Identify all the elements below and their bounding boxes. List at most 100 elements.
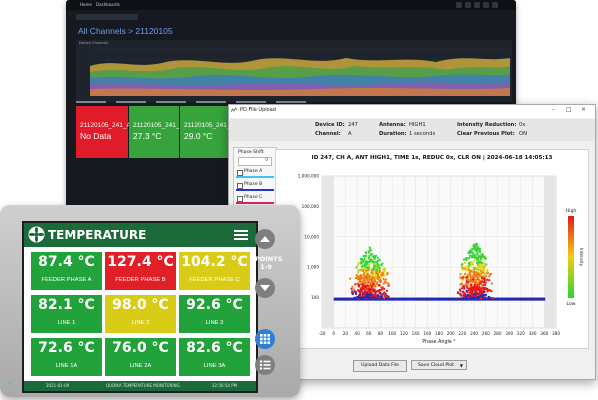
save-cloud-plot-button[interactable]: Save Cloud Plot ▼	[411, 360, 467, 370]
data-point	[378, 296, 381, 299]
data-point	[466, 265, 469, 268]
data-point	[482, 280, 485, 283]
data-point	[427, 297, 430, 301]
data-point	[469, 275, 472, 278]
data-point	[486, 278, 489, 281]
maximize-icon[interactable]: □	[566, 106, 572, 113]
data-point	[365, 252, 368, 255]
temperature-cell[interactable]: 127.4 °C FEEDER PHASE B	[104, 251, 177, 291]
data-point	[362, 285, 365, 288]
data-point	[373, 288, 376, 291]
toolbar-button[interactable]	[465, 2, 471, 8]
data-point	[466, 282, 469, 285]
data-point	[359, 276, 362, 279]
window-titlebar[interactable]	[229, 105, 595, 118]
data-point	[482, 276, 485, 279]
data-point	[469, 289, 472, 292]
phase-a-checkbox[interactable]	[237, 170, 243, 176]
phase-c-checkbox[interactable]	[237, 196, 243, 202]
data-point	[498, 297, 501, 301]
data-point	[359, 277, 362, 280]
data-point	[365, 275, 368, 278]
data-point	[361, 258, 364, 261]
temperature-cell[interactable]: 98.0 °C LINE 2	[104, 294, 177, 334]
device-id-value: 247	[348, 122, 358, 128]
temperature-cell[interactable]: 82.6 °C LINE 3A	[178, 337, 251, 377]
data-point	[361, 280, 364, 283]
data-point	[506, 297, 508, 301]
temperature-cell[interactable]: 87.4 °C FEEDER PHASE A	[30, 251, 103, 291]
toolbar-button[interactable]	[456, 2, 462, 8]
data-point	[495, 297, 498, 301]
data-point	[382, 272, 385, 275]
scroll-up-button[interactable]	[255, 229, 275, 249]
phase-b-checkbox[interactable]	[237, 183, 243, 189]
toolbar-button[interactable]	[483, 2, 489, 8]
toolbar-button[interactable]	[492, 2, 498, 8]
dashboard-filter-pill[interactable]	[122, 14, 138, 20]
hamburger-menu-icon[interactable]	[234, 229, 248, 241]
list-view-button[interactable]	[255, 355, 275, 375]
antenna-value: HIGH1	[409, 122, 426, 128]
breadcrumb-dashboards[interactable]: Dashboards	[96, 2, 120, 7]
data-point	[362, 269, 365, 272]
grid-view-button[interactable]	[255, 329, 275, 349]
chevron-down-icon	[260, 285, 270, 291]
scroll-down-button[interactable]	[255, 278, 275, 298]
data-point	[510, 297, 512, 301]
data-point	[482, 277, 485, 280]
data-point	[464, 272, 467, 275]
data-point	[477, 262, 480, 265]
data-point	[478, 290, 481, 293]
phase-a-label: Phase A	[244, 169, 263, 174]
data-point	[363, 292, 366, 295]
data-point	[368, 290, 371, 293]
temperature-cell[interactable]: 104.2 °C FEEDER PHASE C	[178, 251, 251, 291]
phase-c-row[interactable]: Phase C	[236, 194, 274, 205]
data-point	[471, 255, 474, 258]
dashboard-filter-pill[interactable]	[100, 14, 122, 20]
temperature-cell[interactable]: 72.6 °C LINE 1A	[30, 337, 103, 377]
data-point	[378, 290, 381, 293]
channel-tile-c[interactable]: 21120105_241_C 29.0 °C	[180, 106, 235, 158]
data-point	[476, 250, 479, 253]
data-point	[477, 259, 480, 262]
phase-shift-spinner[interactable]: 0	[238, 157, 272, 166]
temperature-cell[interactable]: 76.0 °C LINE 2A	[104, 337, 177, 377]
upload-data-file-button[interactable]: Upload Data File	[353, 360, 407, 372]
data-point	[478, 286, 481, 289]
toolbar-button[interactable]	[474, 2, 480, 8]
data-point	[461, 283, 464, 286]
data-point	[465, 276, 468, 279]
data-point	[354, 296, 357, 299]
dashboard-filter-pill[interactable]	[76, 14, 100, 20]
data-point	[492, 297, 494, 301]
data-point	[476, 293, 479, 296]
data-point	[476, 296, 479, 299]
phase-a-row[interactable]: Phase A	[236, 168, 274, 179]
minimize-icon[interactable]: –	[552, 106, 555, 113]
breadcrumb-home[interactable]: Home	[80, 2, 92, 7]
data-point	[370, 281, 373, 284]
data-point	[363, 272, 366, 275]
temperature-cell[interactable]: 92.6 °C LINE 3	[178, 294, 251, 334]
data-point	[468, 295, 471, 298]
channel-tile-a[interactable]: 21120105_241_A No Data	[76, 106, 131, 158]
cell-label: FEEDER PHASE B	[115, 277, 166, 283]
data-point	[351, 285, 354, 288]
out-of-range-band	[322, 176, 334, 328]
temperature-cell[interactable]: 82.1 °C LINE 1	[30, 294, 103, 334]
data-point	[365, 271, 368, 274]
data-point	[497, 297, 499, 301]
data-point	[383, 292, 386, 295]
data-point	[361, 264, 364, 267]
data-point	[462, 284, 465, 287]
data-point	[371, 296, 374, 299]
close-icon[interactable]: ×	[581, 106, 587, 113]
data-point	[412, 297, 415, 301]
data-point	[423, 297, 426, 301]
data-point	[340, 297, 342, 301]
channel-tile-b[interactable]: 21120105_241_B 27.3 °C	[129, 106, 184, 158]
phase-b-row[interactable]: Phase B	[236, 181, 274, 192]
data-point	[375, 271, 378, 274]
